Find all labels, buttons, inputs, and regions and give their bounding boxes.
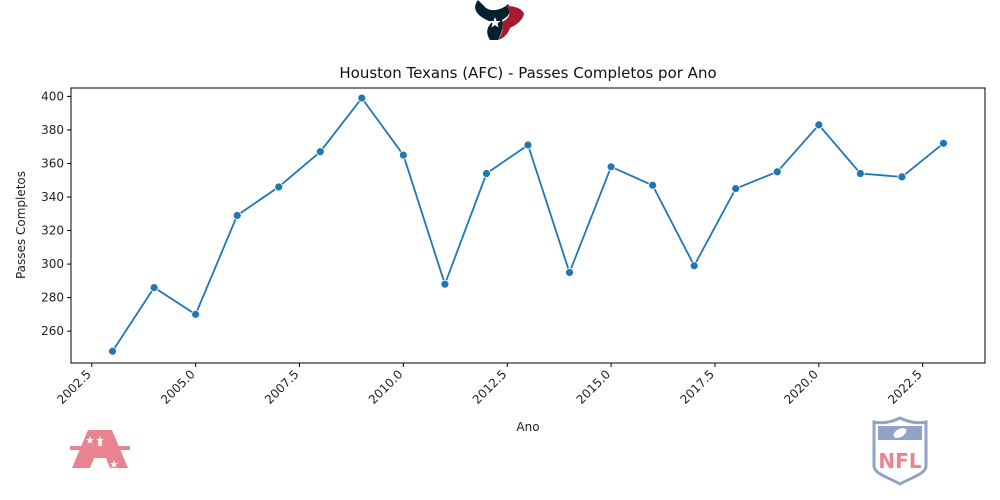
data-point	[772, 167, 782, 177]
data-point	[897, 172, 907, 182]
y-tick-label: 400	[41, 89, 64, 103]
series-line	[111, 96, 945, 352]
x-axis-title: Ano	[516, 420, 539, 434]
x-tick-label: 2015.0	[574, 367, 614, 407]
data-point	[855, 169, 865, 178]
x-tick-label: 2002.5	[54, 367, 94, 407]
afc-logo	[70, 430, 130, 468]
data-point	[191, 309, 201, 319]
data-point	[731, 184, 741, 194]
x-axis-ticks: 2002.5 2005.0 2007.5 2010.0 2012.5 2015.0 2017…	[54, 363, 925, 407]
data-point	[274, 182, 284, 192]
data-point	[398, 150, 408, 160]
data-point	[232, 211, 242, 220]
nfl-logo: NFL	[872, 416, 928, 486]
data-point	[648, 180, 658, 190]
y-tick-label: 260	[41, 324, 64, 338]
y-tick-label: 280	[41, 291, 64, 305]
houston-texans-logo	[475, 0, 524, 40]
y-tick-label: 340	[41, 190, 64, 204]
data-point	[939, 138, 948, 148]
data-point	[689, 261, 699, 271]
data-point	[523, 140, 533, 150]
data-point	[814, 120, 824, 130]
data-point	[108, 346, 117, 356]
data-series	[108, 93, 948, 356]
y-tick-label: 320	[41, 224, 64, 238]
y-tick-label: 380	[41, 123, 64, 137]
x-tick-label: 2010.0	[366, 367, 406, 407]
data-point	[357, 93, 367, 103]
y-axis-ticks: 260 280 300 320 340 360 380 400	[41, 89, 71, 338]
data-point	[565, 268, 574, 277]
y-axis-title: Passes Completos	[14, 171, 28, 279]
x-tick-label: 2007.5	[262, 367, 302, 407]
data-point	[482, 169, 491, 178]
y-tick-label: 360	[41, 156, 64, 170]
data-point	[606, 162, 616, 172]
data-point	[315, 147, 325, 157]
x-tick-label: 2022.5	[885, 367, 925, 407]
chart-title: Houston Texans (AFC) - Passes Completos …	[339, 64, 716, 82]
svg-text:NFL: NFL	[878, 449, 921, 473]
plot-area-frame	[70, 87, 986, 364]
x-tick-label: 2020.0	[781, 367, 821, 407]
x-tick-label: 2012.5	[470, 367, 510, 407]
x-tick-label: 2005.0	[158, 367, 198, 407]
y-tick-label: 300	[41, 257, 64, 271]
x-tick-label: 2017.5	[677, 367, 717, 407]
data-point	[440, 279, 450, 289]
data-point	[149, 283, 159, 292]
